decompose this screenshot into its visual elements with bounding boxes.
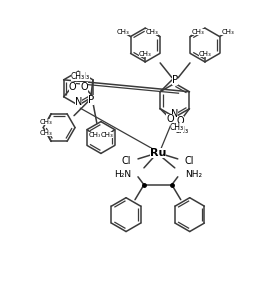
Text: CH₃: CH₃ — [100, 131, 113, 138]
Text: Ru: Ru — [150, 148, 166, 158]
Text: CH₃: CH₃ — [89, 131, 102, 138]
Text: Cl: Cl — [185, 156, 194, 166]
Text: O: O — [177, 116, 184, 125]
Text: N: N — [75, 97, 82, 107]
Text: CH₃: CH₃ — [40, 119, 53, 125]
Text: O: O — [69, 82, 76, 92]
Text: Cl: Cl — [121, 156, 131, 166]
Text: O: O — [166, 114, 174, 124]
Text: CH₃: CH₃ — [192, 28, 205, 35]
Text: CH₃: CH₃ — [139, 51, 151, 57]
Text: P: P — [172, 75, 178, 85]
Text: CH₃: CH₃ — [146, 28, 158, 35]
Text: N: N — [171, 109, 178, 119]
Text: CH₃: CH₃ — [76, 72, 90, 81]
Text: P: P — [88, 95, 94, 105]
Text: CH₃: CH₃ — [221, 28, 234, 35]
Text: CH₃: CH₃ — [116, 28, 129, 35]
Text: CH₃: CH₃ — [198, 51, 211, 57]
Text: NH₂: NH₂ — [185, 170, 202, 179]
Text: O: O — [80, 82, 88, 92]
Text: CH₃: CH₃ — [70, 72, 85, 81]
Text: H₂N: H₂N — [114, 170, 131, 179]
Text: CH₃: CH₃ — [174, 126, 188, 135]
Text: CH₃: CH₃ — [170, 123, 184, 132]
Text: CH₃: CH₃ — [40, 130, 53, 136]
